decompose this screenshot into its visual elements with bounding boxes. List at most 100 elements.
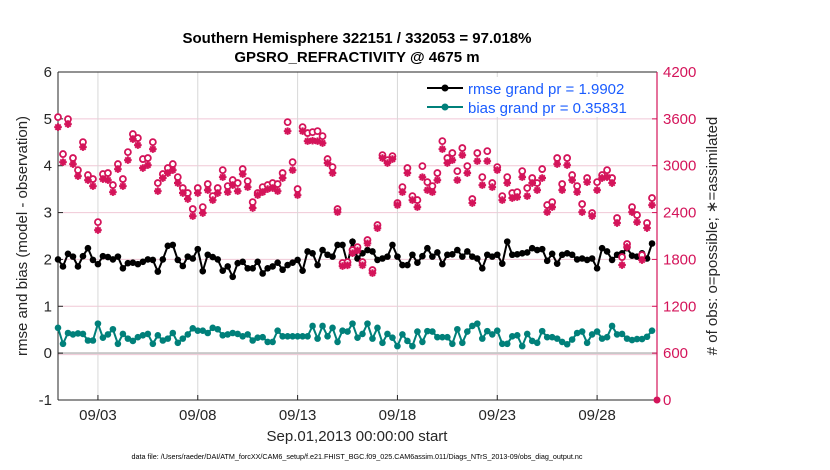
possible-obs-point [563, 154, 572, 162]
possible-obs-point [503, 173, 512, 182]
data-point [214, 256, 222, 263]
assimilated-obs-point [403, 169, 412, 177]
assimilated-obs-point [463, 169, 472, 177]
possible-obs-point [438, 137, 447, 146]
data-point [513, 250, 521, 258]
assimilated-obs-point [348, 249, 357, 257]
data-point [483, 251, 491, 259]
series-assimilated [54, 120, 656, 277]
data-point [523, 249, 531, 256]
data-point [384, 253, 391, 260]
data-point [289, 332, 296, 340]
possible-obs-point [423, 178, 432, 187]
possible-obs-point [94, 218, 102, 226]
y-tick-label-right: 1800 [663, 251, 696, 268]
data-point [109, 256, 117, 263]
data-point [54, 324, 62, 332]
assimilated-obs-point [483, 157, 492, 165]
data-point [199, 267, 207, 275]
assimilated-obs-point [358, 261, 367, 270]
data-point [299, 267, 306, 274]
data-point [279, 266, 286, 274]
data-point [269, 338, 276, 346]
assimilated-obs-point [203, 186, 212, 194]
assimilated-obs-point [558, 186, 566, 194]
data-point [149, 340, 157, 348]
y-tick-label-right: 3000 [663, 158, 696, 175]
x-tick-label: 09/13 [279, 407, 317, 424]
possible-obs-point [148, 138, 157, 147]
possible-obs-point [578, 200, 587, 208]
assimilated-obs-point [174, 179, 182, 187]
data-point [259, 333, 266, 341]
y-tick-label-left: 5 [44, 111, 52, 128]
x-tick-label: 09/08 [179, 407, 217, 424]
data-point [324, 251, 331, 259]
possible-obs-point [418, 162, 427, 171]
data-point [409, 251, 416, 259]
data-point [439, 260, 446, 268]
data-point [568, 251, 576, 259]
data-point [444, 251, 451, 259]
data-point [493, 251, 501, 259]
data-point [104, 331, 112, 338]
assimilated-obs-point [54, 123, 62, 131]
assimilated-obs-point [278, 174, 287, 182]
y-tick-label-right: 2400 [663, 205, 696, 222]
possible-obs-point [288, 158, 297, 167]
data-point [459, 253, 466, 260]
data-point [369, 335, 376, 342]
data-point [404, 261, 411, 269]
data-point [464, 328, 471, 335]
data-point [379, 339, 386, 347]
assimilated-obs-point [333, 208, 342, 216]
data-file-footnote: data file: /Users/raeder/DAI/ATM_forcXX/… [132, 452, 583, 461]
data-point [309, 322, 316, 330]
data-point [204, 329, 212, 337]
assimilated-obs-point [328, 169, 337, 177]
possible-obs-point [283, 118, 292, 127]
data-point [538, 245, 546, 253]
data-point [214, 325, 222, 333]
data-point [79, 252, 87, 260]
data-point [608, 256, 616, 264]
assimilated-obs-point [428, 188, 437, 196]
data-point [543, 333, 551, 341]
data-point [478, 335, 486, 342]
possible-obs-point [118, 175, 127, 183]
assimilated-obs-point [368, 269, 377, 277]
assimilated-obs-point [633, 218, 641, 226]
data-point [59, 340, 67, 348]
assimilated-obs-point [343, 261, 352, 270]
assimilated-obs-point [383, 159, 392, 167]
assimilated-obs-point [393, 201, 402, 209]
data-point [334, 338, 341, 346]
possible-obs-point [648, 194, 656, 202]
data-point [244, 265, 251, 272]
assimilated-obs-point [638, 256, 646, 264]
data-point [578, 255, 586, 262]
axes: -1 0 1 2 3 4 5 6 0 600 1200 1800 2400 3000 3600 4200 09/… [39, 64, 697, 424]
assimilated-obs-point [553, 160, 561, 168]
y-axis-label-left: rmse and bias (model - observation) [14, 116, 31, 356]
assimilated-obs-point [198, 209, 207, 217]
possible-obs-point [603, 166, 611, 174]
data-point [84, 337, 92, 344]
data-point [533, 246, 541, 254]
data-point [528, 244, 536, 252]
data-point [144, 256, 152, 263]
plot-area [58, 72, 657, 400]
assimilated-obs-point [488, 183, 497, 191]
data-point [244, 331, 251, 338]
data-point [349, 320, 356, 327]
data-point [449, 340, 456, 348]
data-point [99, 252, 107, 260]
assimilated-obs-point [134, 141, 142, 149]
assimilated-obs-point [528, 179, 537, 187]
data-point [89, 256, 97, 264]
data-point [59, 263, 67, 270]
data-point [144, 330, 152, 338]
y-tick-label-left: 1 [44, 298, 52, 315]
assimilated-obs-point [308, 136, 317, 145]
y-tick-label-right: 4200 [663, 64, 696, 81]
